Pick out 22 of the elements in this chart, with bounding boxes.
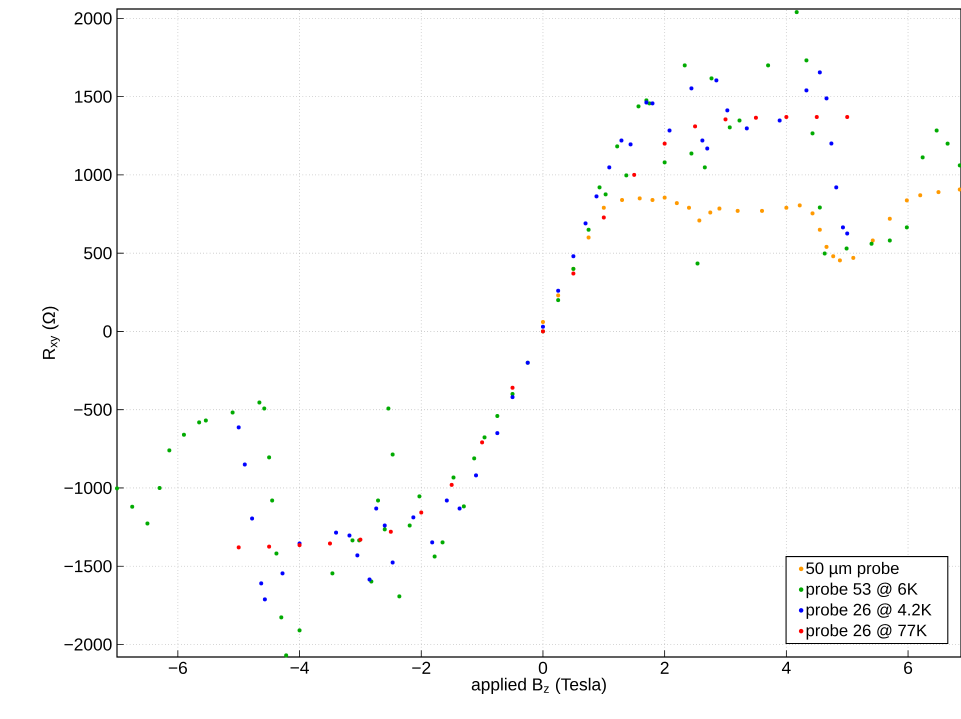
y-axis-title: R$_{xy}$ (Ω) [42, 306, 60, 359]
x-tick-label: 0 [538, 662, 548, 674]
x-tick-label: 4 [782, 662, 791, 674]
legend-label: probe 26 @ 77K [806, 624, 927, 640]
y-tick-label: 1000 [75, 168, 112, 182]
x-tick-label: −2 [412, 662, 430, 674]
y-tick-label: 2000 [74, 12, 112, 25]
legend-label: 50 µm probe [806, 562, 899, 578]
legend-label: probe 26 @ 4.2K [806, 603, 932, 619]
y-tick-label: −500 [74, 404, 112, 416]
y-tick-label: 500 [84, 247, 112, 260]
x-tick-label: 2 [660, 662, 669, 674]
x-tick-label: −4 [290, 662, 309, 674]
x-tick-label: −6 [168, 662, 187, 674]
y-tick-label: −1500 [64, 560, 112, 572]
x-axis-title: applied B$_{z}$ (Tesla) [472, 678, 606, 694]
x-tick-label: 6 [904, 662, 912, 674]
y-tick-label: 0 [103, 325, 112, 338]
legend-label: probe 53 @ 6K [806, 582, 918, 598]
y-tick-label: 1500 [75, 90, 112, 103]
y-tick-label: −1000 [64, 482, 112, 494]
y-tick-label: −2000 [64, 638, 112, 651]
